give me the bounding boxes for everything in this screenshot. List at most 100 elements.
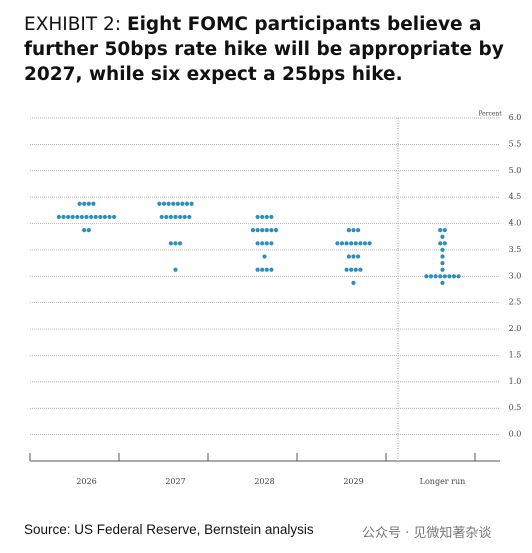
dot	[358, 267, 363, 272]
dot	[262, 254, 267, 259]
dot	[440, 261, 445, 266]
dot	[86, 228, 91, 233]
dot	[440, 247, 445, 253]
dot	[349, 267, 354, 272]
dot	[164, 214, 169, 220]
dot	[180, 201, 185, 206]
dot	[335, 241, 340, 246]
dot	[107, 214, 112, 220]
dot	[367, 241, 372, 246]
dot	[346, 228, 351, 233]
watermark: 公众号 · 见微知著杂谈	[362, 526, 492, 541]
dot	[157, 201, 162, 206]
dot	[255, 267, 260, 272]
dot	[264, 214, 269, 220]
dot	[189, 201, 194, 206]
dot	[438, 241, 443, 246]
source: Source: US Federal Reserve, Bernstein an…	[24, 522, 314, 537]
dot	[440, 234, 445, 239]
y-tick-label: 1.5	[509, 350, 522, 359]
dot	[161, 201, 167, 206]
dot	[428, 274, 434, 279]
y-tick-label: 2.0	[509, 324, 522, 333]
dot	[451, 274, 457, 279]
dot	[182, 214, 187, 220]
dot	[438, 274, 443, 279]
y-tick-label: 3.5	[509, 245, 522, 254]
dot	[250, 228, 256, 233]
y-tick-label: 0.5	[509, 403, 522, 412]
dot	[260, 214, 265, 220]
dot	[98, 214, 103, 220]
dot	[442, 228, 447, 233]
y-tick-label: 4.0	[509, 219, 522, 228]
title-text: Eight FOMC participants believe a furthe…	[24, 14, 504, 85]
dot	[255, 228, 260, 233]
dot	[260, 241, 265, 246]
dot	[91, 201, 96, 206]
dot	[84, 214, 89, 220]
dot	[70, 214, 75, 220]
exhibit-label: EXHIBIT 2:	[24, 14, 122, 35]
dot	[187, 214, 192, 220]
dot	[159, 214, 164, 220]
dot	[433, 274, 438, 279]
dot	[75, 214, 80, 220]
dot	[351, 254, 356, 259]
chart-title: EXHIBIT 2: Eight FOMC participants belie…	[24, 12, 524, 87]
dot	[178, 214, 183, 220]
dot	[260, 267, 265, 272]
y-tick-label: 1.0	[509, 377, 522, 386]
dot	[173, 214, 178, 220]
dot	[447, 274, 452, 279]
dot	[56, 214, 62, 220]
dot	[264, 228, 269, 233]
dot	[269, 241, 274, 246]
dot	[166, 201, 171, 206]
dot	[178, 241, 183, 246]
x-tick-label: Longer run	[420, 477, 466, 486]
dot	[82, 201, 87, 206]
dot	[351, 228, 356, 233]
dot	[264, 267, 269, 272]
dot	[353, 267, 358, 272]
dot	[442, 241, 447, 246]
dot	[112, 214, 117, 220]
x-tick-label: 2026	[76, 477, 96, 486]
dot	[61, 214, 66, 220]
dot	[356, 228, 361, 233]
y-tick-label: 0.0	[509, 430, 522, 439]
dot	[82, 228, 87, 233]
dot	[456, 274, 461, 279]
x-tick-label: 2029	[343, 477, 363, 486]
dot	[173, 267, 178, 272]
dot	[89, 214, 94, 220]
dot	[66, 214, 71, 220]
y-tick-label: 5.5	[509, 139, 522, 148]
dot	[255, 241, 260, 246]
dot	[86, 201, 91, 206]
x-tick-label: 2028	[254, 477, 274, 486]
dot	[440, 254, 445, 259]
dot	[356, 254, 361, 259]
dot	[358, 241, 363, 246]
x-tick-label: 2027	[165, 477, 185, 486]
dot	[102, 214, 107, 220]
dot	[260, 228, 265, 233]
dot	[269, 228, 274, 233]
dot	[344, 267, 349, 272]
dot	[255, 214, 260, 220]
dot	[168, 214, 173, 220]
dot	[442, 274, 447, 279]
dot	[362, 241, 368, 246]
y-tick-label: 2.5	[509, 298, 522, 307]
dot	[353, 241, 358, 246]
dot	[173, 241, 178, 246]
dot	[424, 274, 429, 279]
dot	[440, 280, 445, 286]
y-tick-label: 6.0	[509, 113, 522, 122]
y-tick-label: 3.0	[509, 271, 522, 280]
dot	[77, 201, 82, 206]
dot	[344, 241, 349, 246]
